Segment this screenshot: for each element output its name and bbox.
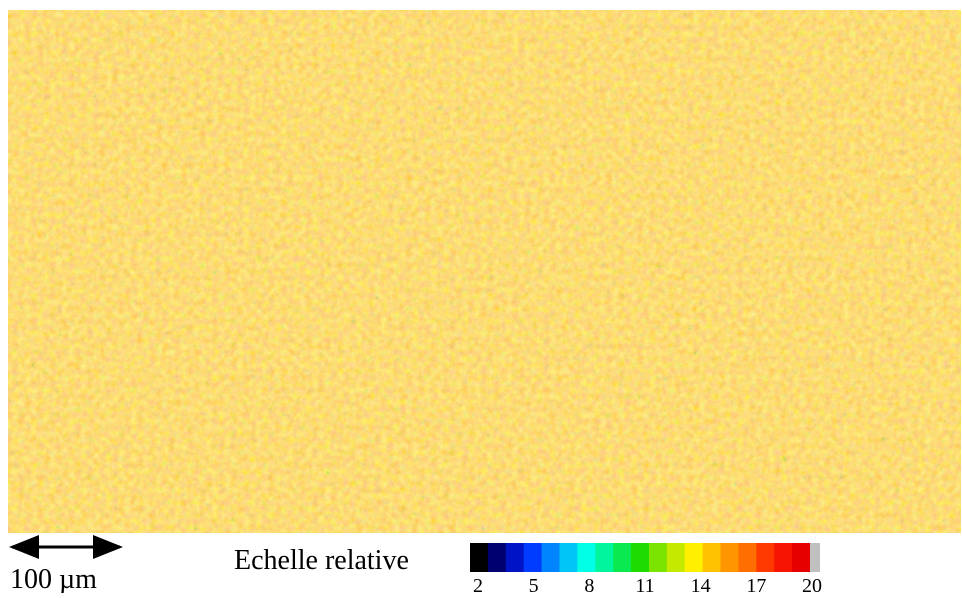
color-bar-tick-label: 8: [584, 575, 594, 593]
legend-title: Echelle relative: [234, 545, 409, 576]
color-bar-segment: [720, 543, 739, 572]
color-bar-segment: [541, 543, 560, 572]
color-bar-segment: [631, 543, 650, 572]
color-bar-segment: [756, 543, 775, 572]
property-map: [8, 10, 961, 533]
color-bar-segment: [559, 543, 578, 572]
color-bar-tick-label: 11: [635, 575, 654, 593]
color-bar-segment: [487, 543, 507, 572]
color-bar-segment: [684, 543, 704, 572]
color-bar-segment: [523, 543, 543, 572]
color-bar-segment: [666, 543, 686, 572]
color-bar-segment: [774, 543, 793, 572]
color-bar-tick-label: 5: [529, 575, 539, 593]
color-bar-segment: [792, 543, 811, 572]
color-bar-segment: [810, 543, 820, 572]
color-bar-segment: [470, 543, 489, 572]
color-bar-tick-label: 17: [746, 575, 766, 593]
color-bar-tick-label: 2: [473, 575, 483, 593]
color-bar: 2 5 8 11 14 17 20: [470, 543, 822, 597]
color-bar-segment: [738, 543, 757, 572]
color-bar-segment: [613, 543, 632, 572]
color-bar-segment: [577, 543, 596, 572]
color-bar-tick-label: 14: [691, 575, 711, 593]
color-bar-tick-label: 20: [802, 575, 822, 593]
color-bar-segment: [505, 543, 525, 572]
color-bar-segment: [595, 543, 614, 572]
color-bar-segment: [702, 543, 722, 572]
scale-bar-label: 100 µm: [10, 564, 97, 593]
color-bar-segment: [648, 543, 668, 572]
